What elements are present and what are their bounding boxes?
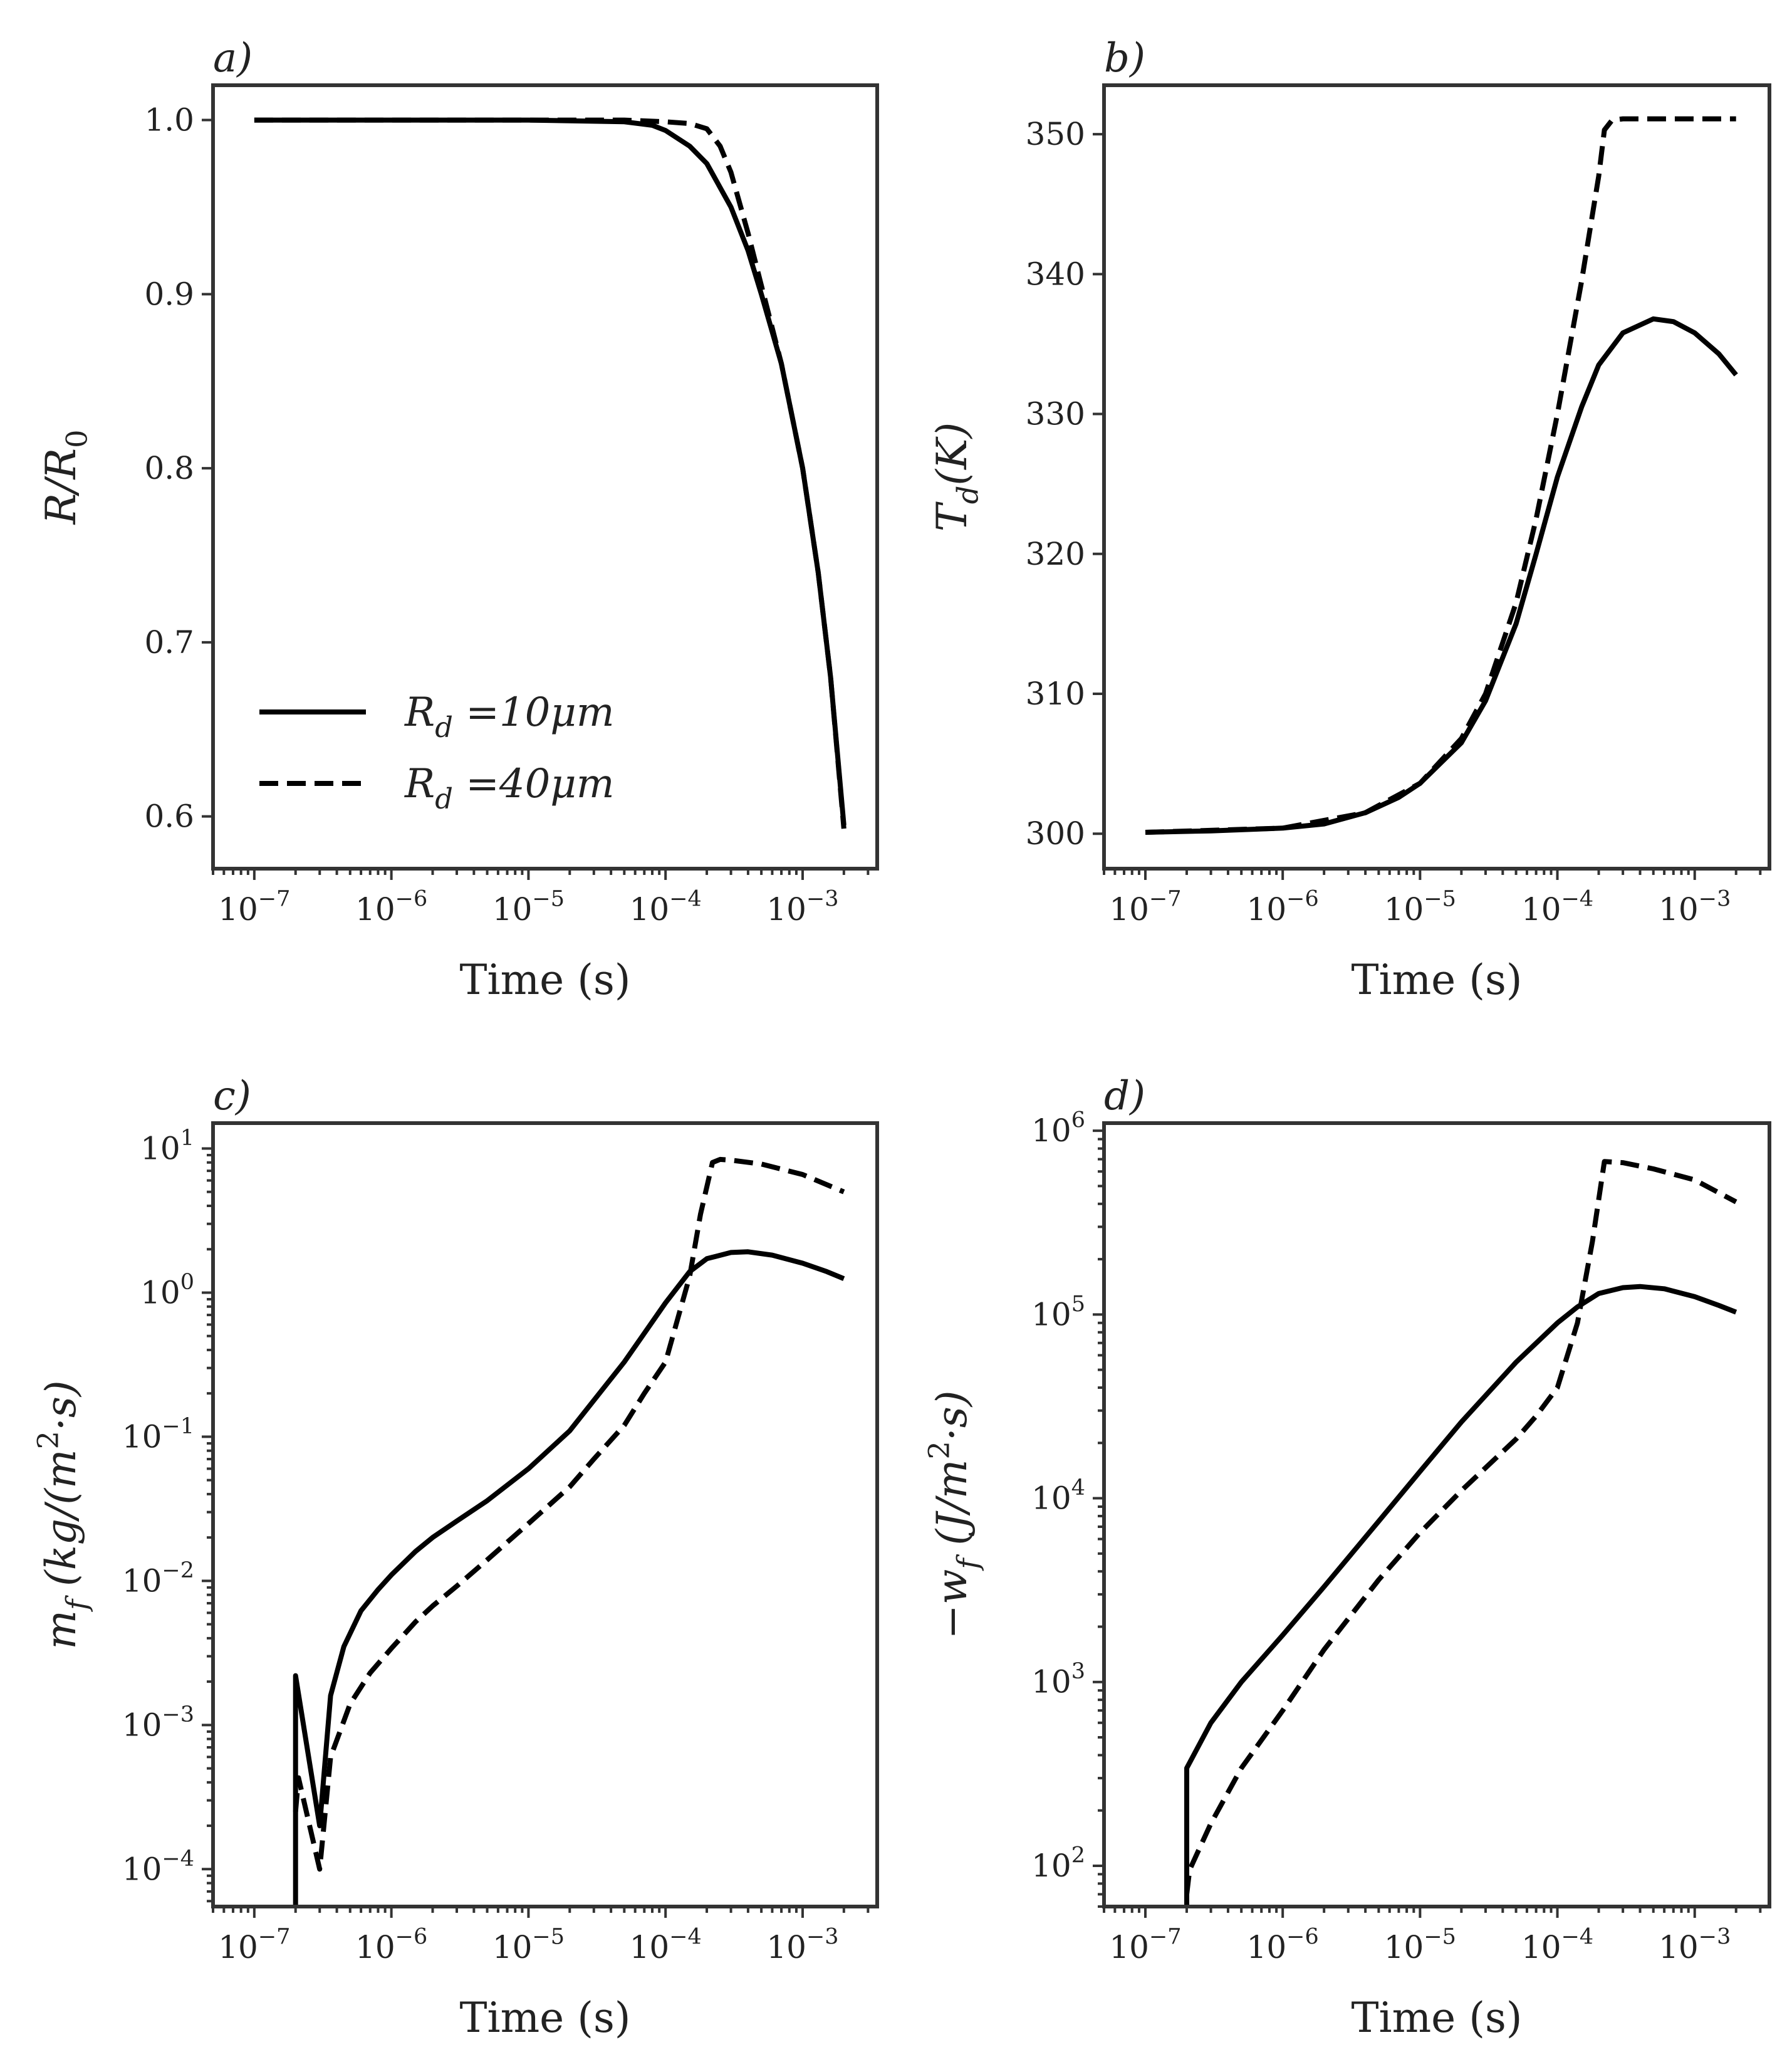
panel-b-x-tick-label: 10−7 bbox=[1109, 887, 1181, 928]
panel-d-y-tick-label: 106 bbox=[1031, 1108, 1085, 1149]
panel-b-y-tick-label: 340 bbox=[1026, 256, 1085, 292]
panel-a-series-solid-10um bbox=[254, 117, 847, 825]
panel-a-y-tick-label: 0.8 bbox=[144, 450, 194, 486]
panel-a-x-tick-label: 10−4 bbox=[630, 887, 702, 928]
panel-c-series-solid-10um bbox=[293, 1249, 845, 1907]
legend: Rd =10μm Rd =40μm bbox=[259, 689, 615, 815]
panel-c-x-tick-label: 10−7 bbox=[218, 1925, 290, 1966]
panel-a: 10−7 10−6 10−5 10−4 10−3 0.6 0.7 0.8 0.9 1.0 Time … bbox=[37, 35, 879, 1004]
panel-b-y-tick-label: 330 bbox=[1026, 396, 1085, 432]
panel-c-series-dashed-40um bbox=[293, 1156, 845, 1872]
panel-a-x-tick-label: 10−6 bbox=[355, 887, 427, 928]
panel-b-frame bbox=[1102, 83, 1771, 871]
panels: 10−7 10−6 10−5 10−4 10−3 0.6 0.7 0.8 0.9 1.0 Time … bbox=[31, 35, 1771, 2042]
panel-d-x-tick-label: 10−3 bbox=[1659, 1925, 1731, 1966]
panel-c: 10−7 10−6 10−5 10−4 10−310−410−310−210−11001… bbox=[31, 1073, 879, 2042]
panel-a-y-axis-title: R/R0 bbox=[37, 429, 93, 525]
panel-b-x-axis-title: Time (s) bbox=[1351, 956, 1522, 1004]
panel-d-y-tick-label: 103 bbox=[1031, 1659, 1085, 1700]
panel-c-x-tick-label: 10−3 bbox=[766, 1925, 838, 1966]
panel-a-letter: a) bbox=[213, 35, 253, 81]
panel-a-y-tick-label: 1.0 bbox=[144, 102, 194, 139]
legend-label-solid: Rd =10μm bbox=[404, 689, 615, 744]
panel-b-y-axis-title: Td(K) bbox=[928, 422, 984, 531]
panel-d-y-tick-label: 104 bbox=[1031, 1475, 1085, 1517]
panel-a-x-axis: 10−7 10−6 10−5 10−4 10−3 bbox=[212, 869, 870, 928]
panel-b-y-axis: 300 310 320 330 340 350 bbox=[1026, 116, 1104, 852]
panel-a-x-tick-label: 10−5 bbox=[492, 887, 565, 928]
panel-d-y-tick-label: 105 bbox=[1031, 1292, 1085, 1333]
panel-d-series bbox=[1184, 1159, 1737, 1907]
panel-d-letter: d) bbox=[1104, 1073, 1145, 1119]
panel-a-series bbox=[254, 117, 847, 829]
panel-a-y-tick-label: 0.9 bbox=[144, 276, 194, 312]
panel-d-x-axis: 10−7 10−6 10−5 10−4 10−3 bbox=[1103, 1907, 1762, 1966]
panel-c-series bbox=[293, 1156, 845, 1907]
panel-a-x-tick-label: 10−3 bbox=[766, 887, 838, 928]
panel-c-frame bbox=[211, 1121, 879, 1908]
panel-c-y-axis-title: mf (kg/(m2·s) bbox=[31, 1380, 93, 1649]
panel-c-letter: c) bbox=[213, 1073, 251, 1119]
panel-a-series-dashed-40um bbox=[254, 117, 847, 829]
panel-d-x-tick-label: 10−6 bbox=[1247, 1925, 1319, 1966]
panel-c-y-axis: 10−4 10−3 10−2 10−1 100 101 bbox=[122, 1126, 213, 1903]
panel-c-y-tick-label: 10−4 bbox=[122, 1846, 194, 1888]
panel-d-x-tick-label: 10−4 bbox=[1521, 1925, 1593, 1966]
panel-c-y-tick-label: 100 bbox=[140, 1270, 194, 1311]
panel-d-y-axis: 102 103 104 105 106 bbox=[1031, 1108, 1104, 1908]
panel-b-series-solid-10um bbox=[1145, 316, 1738, 835]
panel-b-x-axis: 10−7 10−6 10−5 10−4 10−3 bbox=[1103, 869, 1762, 928]
panel-c-y-tick-label: 10−2 bbox=[122, 1558, 194, 1599]
panel-a-y-tick-label: 0.6 bbox=[144, 798, 194, 835]
panel-a-x-axis-title: Time (s) bbox=[459, 956, 630, 1004]
legend-label-dashed: Rd =40μm bbox=[404, 761, 615, 815]
panel-d-y-axis-title: −wf (J/m2·s) bbox=[922, 1391, 984, 1640]
panel-a-y-tick-label: 0.7 bbox=[144, 624, 194, 661]
panel-b-y-tick-label: 320 bbox=[1026, 536, 1085, 572]
panel-c-x-axis: 10−7 10−6 10−5 10−4 10−3 bbox=[212, 1907, 870, 1966]
panel-b: 10−7 10−6 10−5 10−4 10−3 300 310 320 330 340 350 Ti… bbox=[928, 35, 1771, 1004]
panel-b-y-tick-label: 350 bbox=[1026, 116, 1085, 152]
panel-b-x-tick-label: 10−4 bbox=[1521, 887, 1593, 928]
panel-b-series bbox=[1145, 116, 1738, 835]
panel-a-y-axis: 0.6 0.7 0.8 0.9 1.0 bbox=[144, 102, 213, 835]
panel-d-x-tick-label: 10−5 bbox=[1384, 1925, 1456, 1966]
panel-a-frame bbox=[211, 83, 879, 871]
panel-c-x-axis-title: Time (s) bbox=[459, 1994, 630, 2042]
panel-c-x-tick-label: 10−5 bbox=[492, 1925, 565, 1966]
panel-b-x-tick-label: 10−5 bbox=[1384, 887, 1456, 928]
panel-a-x-tick-label: 10−7 bbox=[218, 887, 290, 928]
panel-d-x-tick-label: 10−7 bbox=[1109, 1925, 1181, 1966]
panel-b-x-tick-label: 10−6 bbox=[1247, 887, 1319, 928]
panel-c-x-tick-label: 10−6 bbox=[355, 1925, 427, 1966]
panel-b-y-tick-label: 300 bbox=[1026, 815, 1085, 852]
panel-b-letter: b) bbox=[1104, 35, 1145, 81]
panel-d: 10−7 10−6 10−5 10−4 10−3 102 103 104 105 106 Time … bbox=[922, 1073, 1771, 2042]
panel-c-y-tick-label: 10−3 bbox=[122, 1702, 194, 1744]
panel-d-series-solid-10um bbox=[1184, 1284, 1737, 1907]
panel-d-x-axis-title: Time (s) bbox=[1351, 1994, 1522, 2042]
panel-d-series-dashed-40um bbox=[1184, 1159, 1737, 1895]
panel-c-y-tick-label: 10−1 bbox=[122, 1414, 194, 1455]
panel-b-series-dashed-40um bbox=[1145, 116, 1736, 835]
panel-b-y-tick-label: 310 bbox=[1026, 676, 1085, 712]
panel-d-y-tick-label: 102 bbox=[1031, 1843, 1085, 1884]
panel-c-x-tick-label: 10−4 bbox=[630, 1925, 702, 1966]
panel-b-x-tick-label: 10−3 bbox=[1659, 887, 1731, 928]
panel-c-y-tick-label: 101 bbox=[140, 1126, 194, 1167]
